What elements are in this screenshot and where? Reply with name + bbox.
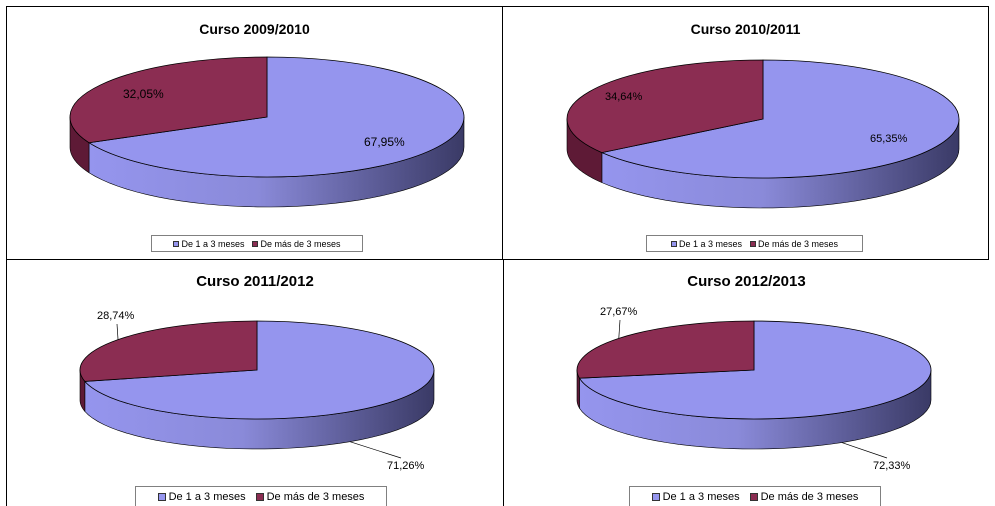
legend-label-2: De más de 3 meses (757, 238, 839, 249)
chart-panel-2011-2012: Curso 2011/2012 71,26% 28,74% De 1 a 3 m… (6, 260, 503, 506)
leader-line-slice-2 (116, 323, 119, 340)
pie-chart (69, 56, 465, 208)
leader-line-slice-1 (841, 442, 888, 459)
pie-chart (566, 59, 960, 209)
data-label-slice-1: 67,95% (364, 135, 405, 149)
data-label-slice-2: 32,05% (123, 87, 164, 101)
legend-swatch-2 (255, 492, 264, 501)
legend-swatch-2 (749, 492, 758, 501)
legend-swatch-2 (749, 240, 756, 247)
legend-item-2: De más de 3 meses (255, 490, 365, 503)
legend-item-1: De 1 a 3 meses (157, 490, 246, 503)
chart-title: Curso 2011/2012 (196, 273, 314, 290)
pie-slice-2 (566, 59, 764, 154)
pie-slice-2 (79, 320, 258, 382)
legend-label-2: De más de 3 meses (266, 490, 365, 503)
pie-slice-2 (576, 320, 755, 379)
chart-panel-2010-2011: Curso 2010/2011 65,35% 34,64% De 1 a 3 m… (503, 6, 989, 260)
data-label-slice-2: 27,67% (600, 306, 638, 318)
pie-slice-1 (87, 56, 465, 178)
legend-label-2: De más de 3 meses (760, 490, 859, 503)
pie-chart (576, 319, 932, 459)
legend-item-2: De más de 3 meses (749, 490, 859, 503)
legend-item-2: De más de 3 meses (749, 238, 839, 249)
pie-slice-1 (84, 320, 435, 420)
chart-legend: De 1 a 3 meses De más de 3 meses (629, 486, 881, 506)
legend-label-1: De 1 a 3 meses (662, 490, 740, 503)
legend-swatch-1 (157, 492, 166, 501)
legend-label-2: De más de 3 meses (260, 238, 341, 249)
legend-swatch-2 (252, 240, 259, 247)
legend-swatch-1 (173, 240, 180, 247)
pie-slice-1 (578, 320, 932, 420)
data-label-slice-1: 72,33% (873, 460, 911, 472)
chart-legend: De 1 a 3 meses De más de 3 meses (646, 235, 863, 252)
legend-swatch-1 (670, 240, 677, 247)
chart-legend: De 1 a 3 meses De más de 3 meses (135, 486, 387, 506)
legend-label-1: De 1 a 3 meses (678, 238, 742, 249)
legend-item-1: De 1 a 3 meses (173, 239, 244, 249)
leader-line-slice-2 (618, 319, 621, 339)
legend-label-1: De 1 a 3 meses (181, 238, 245, 249)
leader-line-slice-1 (349, 441, 402, 459)
data-label-slice-2: 28,74% (97, 310, 135, 322)
chart-panel-2012-2013: Curso 2012/2013 72,33% 27,67% De 1 a 3 m… (503, 260, 989, 506)
pie-slice-2 (69, 56, 268, 144)
legend-swatch-1 (651, 492, 660, 501)
chart-legend: De 1 a 3 meses De más de 3 meses (151, 235, 363, 252)
data-label-slice-2: 34,64% (605, 91, 643, 103)
data-label-slice-1: 71,26% (387, 460, 425, 472)
legend-item-1: De 1 a 3 meses (651, 490, 740, 503)
chart-title: Curso 2012/2013 (687, 273, 806, 290)
legend-item-2: De más de 3 meses (252, 238, 341, 249)
legend-label-1: De 1 a 3 meses (168, 490, 246, 503)
legend-item-1: De 1 a 3 meses (670, 238, 742, 249)
pie-chart (79, 320, 435, 459)
chart-title: Curso 2009/2010 (199, 21, 310, 37)
data-label-slice-1: 65,35% (870, 133, 908, 145)
pie-slice-1 (600, 59, 960, 179)
chart-panel-2009-2010: Curso 2009/2010 67,95% 32,05% De 1 a 3 m… (6, 6, 503, 260)
chart-title: Curso 2010/2011 (690, 21, 801, 37)
